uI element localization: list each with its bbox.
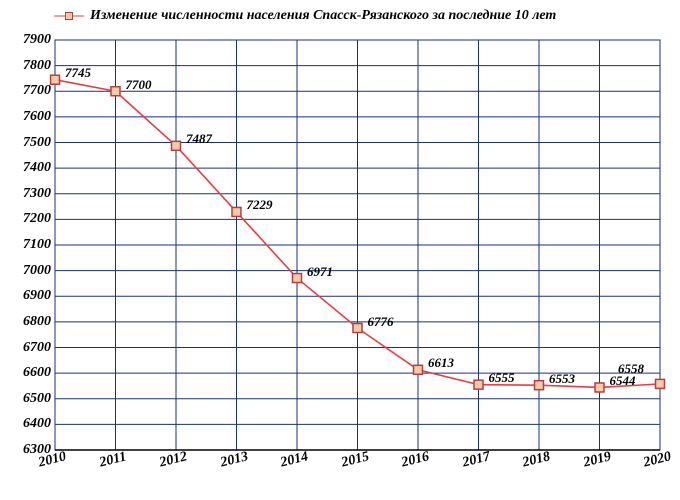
chart-legend: Изменение численности населения Спасск-Р…: [54, 8, 556, 24]
y-axis-tick: 6400: [23, 416, 51, 432]
y-axis-tick: 6600: [23, 365, 51, 381]
y-axis-tick: 7600: [23, 109, 51, 125]
y-axis-tick: 7100: [23, 237, 51, 253]
data-point-label: 6776: [368, 314, 394, 330]
y-axis-tick: 6700: [23, 340, 51, 356]
y-axis-tick: 7300: [23, 186, 51, 202]
legend-label: Изменение численности населения Спасск-Р…: [90, 8, 556, 24]
data-point-label: 7229: [247, 197, 273, 213]
data-point-label: 7745: [65, 65, 91, 81]
y-axis-tick: 6900: [23, 288, 51, 304]
y-axis-tick: 6800: [23, 314, 51, 330]
chart-container: Изменение численности населения Спасск-Р…: [0, 0, 680, 500]
data-point-label: 6553: [549, 371, 575, 387]
data-point-label: 6555: [489, 370, 515, 386]
data-point-label: 7487: [186, 131, 212, 147]
y-axis-tick: 7800: [23, 58, 51, 74]
data-point-label: 6558: [618, 361, 644, 377]
data-point-label: 7700: [126, 77, 152, 93]
y-axis-tick: 7000: [23, 263, 51, 279]
legend-marker-icon: [54, 10, 84, 22]
population-line-chart: [0, 0, 680, 500]
data-point-label: 6971: [307, 264, 333, 280]
y-axis-tick: 7200: [23, 211, 51, 227]
y-axis-tick: 7700: [23, 83, 51, 99]
y-axis-tick: 7400: [23, 160, 51, 176]
y-axis-tick: 6500: [23, 391, 51, 407]
y-axis-tick: 7900: [23, 32, 51, 48]
y-axis-tick: 7500: [23, 135, 51, 151]
data-point-label: 6613: [428, 355, 454, 371]
